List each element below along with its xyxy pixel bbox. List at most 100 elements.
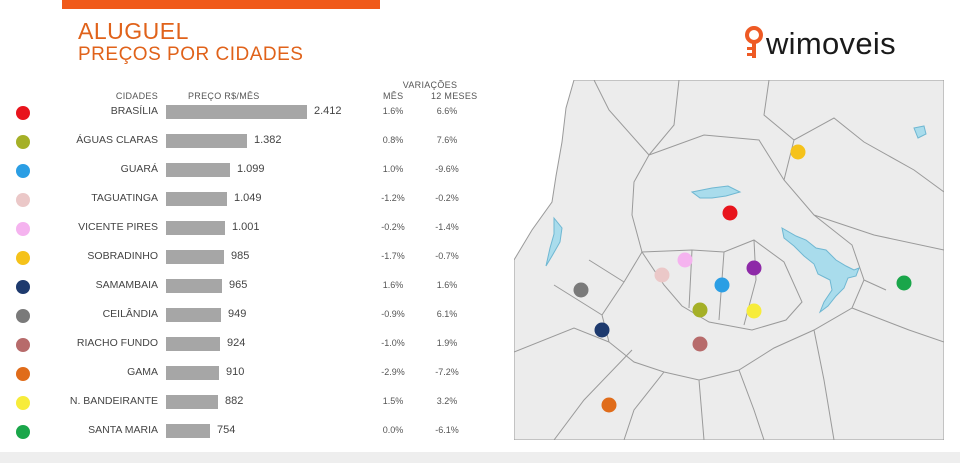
year-variation: 1.9% <box>436 338 458 348</box>
map-marker <box>654 267 670 283</box>
city-label: ÁGUAS CLARAS <box>76 134 158 146</box>
city-label: SOBRADINHO <box>87 250 158 262</box>
page-title: ALUGUEL <box>78 18 189 44</box>
map-marker <box>896 275 912 291</box>
map-marker <box>601 397 617 413</box>
column-header-variations: VARIAÇÕES <box>402 80 458 90</box>
month-variation: -0.9% <box>381 309 405 319</box>
price-value-label: 1.382 <box>254 134 282 146</box>
price-bar <box>166 134 247 148</box>
month-variation: 1.0% <box>382 164 404 174</box>
legend-dot <box>16 222 30 236</box>
month-variation: -1.2% <box>381 193 405 203</box>
price-bar <box>166 250 224 264</box>
lake-paranoa <box>781 227 860 314</box>
price-bar <box>166 366 219 380</box>
price-value-label: 965 <box>229 279 248 291</box>
legend-dot <box>16 338 30 352</box>
year-variation: -0.7% <box>435 251 459 261</box>
column-header-cities: CIDADES <box>115 91 158 101</box>
legend-dot <box>16 425 30 439</box>
price-bar <box>166 395 218 409</box>
year-variation: -9.6% <box>435 164 459 174</box>
chart-row: SOBRADINHO 985 -1.7% -0.7% <box>0 246 500 268</box>
map-background <box>514 80 944 440</box>
month-variation: 1.6% <box>382 280 404 290</box>
price-value-label: 910 <box>226 366 245 378</box>
lake-santa-maria <box>690 185 742 199</box>
column-header-12-months: 12 MESES <box>431 91 478 101</box>
city-label: BRASÍLIA <box>110 105 158 117</box>
month-variation: -1.7% <box>381 251 405 261</box>
city-label: SAMAMBAIA <box>95 279 158 291</box>
legend-dot <box>16 135 30 149</box>
legend-dot <box>16 396 30 410</box>
map-marker <box>677 252 693 268</box>
year-variation: -7.2% <box>435 367 459 377</box>
price-value-label: 2.412 <box>314 105 342 117</box>
month-variation: -1.0% <box>381 338 405 348</box>
price-value-label: 1.049 <box>234 192 262 204</box>
map-marker <box>714 277 730 293</box>
map-marker <box>722 205 738 221</box>
lake-descoberto <box>545 216 563 267</box>
map-marker <box>594 322 610 338</box>
city-label: GAMA <box>127 366 158 378</box>
location-key-icon <box>744 26 764 62</box>
wimoveis-logo: wimoveis <box>744 22 896 66</box>
city-label: SANTA MARIA <box>88 424 158 436</box>
price-bar <box>166 163 230 177</box>
price-value-label: 1.001 <box>232 221 260 233</box>
year-variation: 1.6% <box>436 280 458 290</box>
price-bar <box>166 221 225 235</box>
chart-row: GAMA 910 -2.9% -7.2% <box>0 362 500 384</box>
chart-row: RIACHO FUNDO 924 -1.0% 1.9% <box>0 333 500 355</box>
price-bar <box>166 337 220 351</box>
chart-row: VICENTE PIRES 1.001 -0.2% -1.4% <box>0 217 500 239</box>
column-header-price: PREÇO R$/MÊS <box>188 91 260 101</box>
city-label: TAGUATINGA <box>91 192 158 204</box>
price-value-label: 754 <box>217 424 236 436</box>
chart-row: SANTA MARIA 754 0.0% -6.1% <box>0 420 500 442</box>
lake-small <box>913 125 927 139</box>
city-label: N. BANDEIRANTE <box>69 395 158 407</box>
price-value-label: 949 <box>228 308 247 320</box>
page-subtitle: PREÇOS POR CIDADES <box>78 44 304 65</box>
price-value-label: 924 <box>227 337 246 349</box>
year-variation: 6.6% <box>436 106 458 116</box>
map-lakes <box>545 125 927 314</box>
month-variation: 1.6% <box>382 106 404 116</box>
city-label: RIACHO FUNDO <box>76 337 158 349</box>
map-marker <box>790 144 806 160</box>
price-bar <box>166 308 221 322</box>
legend-dot <box>16 251 30 265</box>
column-header-month: MÊS <box>383 91 404 101</box>
price-bar <box>166 192 227 206</box>
month-variation: -2.9% <box>381 367 405 377</box>
price-bar <box>166 105 307 119</box>
city-label: VICENTE PIRES <box>78 221 158 233</box>
year-variation: -6.1% <box>435 425 459 435</box>
chart-row: ÁGUAS CLARAS 1.382 0.8% 7.6% <box>0 130 500 152</box>
chart-row: SAMAMBAIA 965 1.6% 1.6% <box>0 275 500 297</box>
chart-row: TAGUATINGA 1.049 -1.2% -0.2% <box>0 188 500 210</box>
month-variation: 0.0% <box>382 425 404 435</box>
legend-dot <box>16 106 30 120</box>
legend-dot <box>16 193 30 207</box>
year-variation: -0.2% <box>435 193 459 203</box>
logo-wordmark: wimoveis <box>766 26 896 61</box>
month-variation: 1.5% <box>382 396 404 406</box>
month-variation: -0.2% <box>381 222 405 232</box>
city-map <box>514 80 944 440</box>
map-markers <box>573 144 912 413</box>
chart-row: GUARÁ 1.099 1.0% -9.6% <box>0 159 500 181</box>
map-marker <box>746 303 762 319</box>
year-variation: 6.1% <box>436 309 458 319</box>
price-bar <box>166 424 210 438</box>
chart-row: N. BANDEIRANTE 882 1.5% 3.2% <box>0 391 500 413</box>
legend-dot <box>16 309 30 323</box>
price-value-label: 882 <box>225 395 244 407</box>
city-label: CEILÂNDIA <box>102 308 158 320</box>
footer-strip <box>0 452 960 463</box>
map-regions <box>514 80 944 440</box>
